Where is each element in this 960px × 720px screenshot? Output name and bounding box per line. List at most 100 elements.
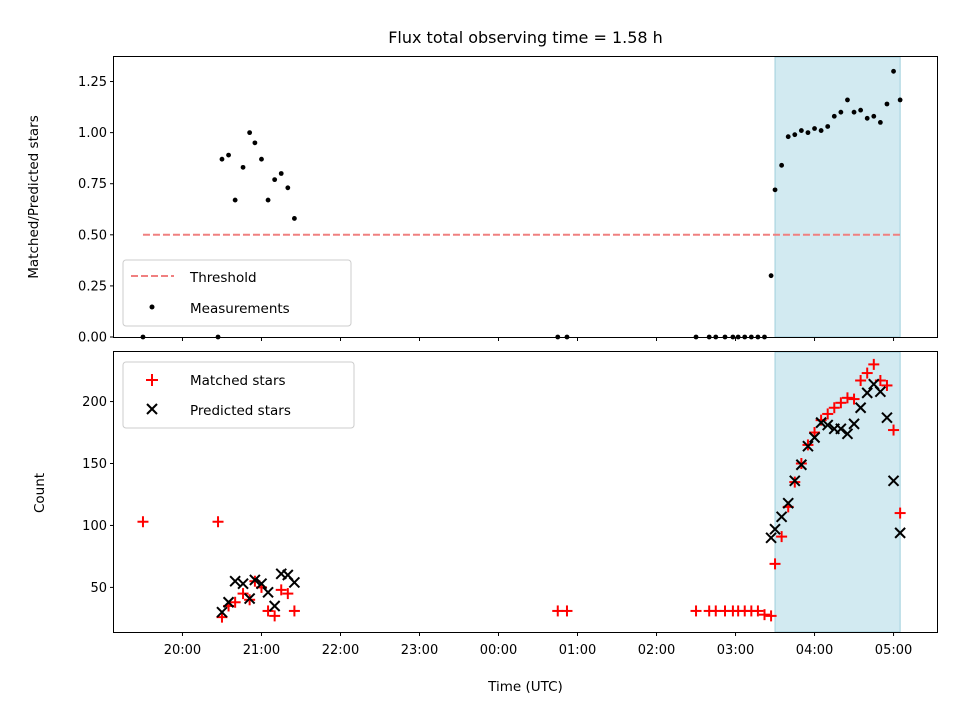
predicted-star-point <box>835 423 847 435</box>
x-tick-label: 23:00 <box>401 643 438 658</box>
predicted-star-point <box>854 402 867 414</box>
top-shaded-region <box>774 56 901 338</box>
y-tick-label: 100 <box>82 519 107 534</box>
measurement-point <box>252 140 258 146</box>
measurement-point <box>831 113 837 119</box>
matched-star-point <box>269 610 281 622</box>
measurement-point <box>825 124 831 129</box>
predicted-star-point <box>769 523 781 535</box>
x-tick-label: 22:00 <box>322 643 359 658</box>
top-legend-box <box>122 259 352 327</box>
matched-star-point <box>769 558 781 570</box>
predicted-star-point <box>765 532 777 544</box>
measurement-point <box>858 107 864 113</box>
predicted-star-point <box>881 411 893 424</box>
bottom-legend: Matched stars Predicted stars <box>122 361 355 429</box>
legend-predicted-swatch <box>146 403 158 415</box>
top-axes-frame <box>113 56 938 338</box>
matched-star-point <box>855 374 867 386</box>
predicted-star-point <box>789 475 801 487</box>
x-tick-label: 00:00 <box>480 643 517 658</box>
measurement-point <box>285 185 291 191</box>
predicted-star-point <box>848 418 860 430</box>
measurement-point <box>247 130 253 136</box>
x-axis-label: Time (UTC) <box>487 679 563 695</box>
x-tick-label: 20:00 <box>164 643 201 658</box>
y-tick-label: 150 <box>82 457 107 472</box>
matched-star-point <box>776 531 788 543</box>
matched-star-point <box>237 588 249 600</box>
bottom-plot: 50 100 150 200 20:00 21:00 22:00 23:00 00:00 01:… <box>32 351 938 695</box>
chart-title: Flux total observing time = 1.58 h <box>388 28 663 47</box>
bottom-axes-frame <box>113 351 938 633</box>
measurement-point <box>292 216 297 221</box>
matched-star-point <box>861 367 873 379</box>
matched-star-point <box>262 605 274 617</box>
measurement-point <box>805 130 811 136</box>
matched-star-point <box>881 379 893 391</box>
y-tick-label: 200 <box>82 395 107 410</box>
matched-star-point <box>229 596 241 608</box>
measurement-point <box>785 134 791 140</box>
measurement-point <box>768 273 774 279</box>
matched-star-point <box>765 610 777 622</box>
matched-star-point <box>841 392 853 404</box>
measurement-point <box>851 109 857 115</box>
measurement-point <box>798 128 804 133</box>
x-tick-label: 04:00 <box>796 643 833 658</box>
top-y-axis-label: Matched/Predicted stars <box>26 115 42 278</box>
matched-star-point <box>752 605 764 617</box>
measurement-point <box>226 152 231 158</box>
measurement-point <box>864 115 870 121</box>
predicted-star-point <box>243 592 256 605</box>
matched-star-point <box>552 605 564 617</box>
x-tick-label: 02:00 <box>638 643 675 658</box>
predicted-star-point <box>255 577 268 590</box>
y-tick-label: 0.25 <box>78 279 107 294</box>
matched-star-point <box>690 605 702 617</box>
legend-matched-label: Matched stars <box>190 373 286 389</box>
bottom-y-axis-label: Count <box>32 473 48 513</box>
measurement-point <box>232 197 238 203</box>
predicted-star-point <box>249 574 261 586</box>
x-tick-label: 03:00 <box>717 643 754 658</box>
matched-star-point <box>561 605 573 617</box>
predicted-star-point <box>874 385 887 398</box>
matched-star-point <box>275 584 287 596</box>
measurement-point <box>871 113 877 119</box>
measurement-point <box>219 156 225 162</box>
measurement-point <box>897 97 903 103</box>
matched-star-point <box>828 402 840 414</box>
x-tick-label: 21:00 <box>243 643 280 658</box>
predicted-star-point <box>262 586 274 599</box>
matched-star-point <box>212 516 224 528</box>
predicted-star-point <box>815 416 827 429</box>
measurement-point <box>272 177 278 183</box>
matched-star-point <box>868 358 880 370</box>
predicted-star-point <box>894 527 906 539</box>
y-tick-label: 0.00 <box>78 331 107 346</box>
matched-star-point <box>848 393 860 405</box>
x-tick-label: 05:00 <box>875 643 912 658</box>
predicted-star-point <box>821 419 834 431</box>
predicted-star-point <box>795 459 808 471</box>
legend-measurements-label: Measurements <box>190 301 290 317</box>
matched-star-point <box>282 588 294 600</box>
predicted-star-point <box>222 596 235 608</box>
measurement-point <box>812 126 817 131</box>
legend-matched-swatch <box>146 374 158 386</box>
x-tick-label: 01:00 <box>559 643 596 658</box>
measurement-point <box>772 187 778 193</box>
predicted-star-point <box>861 387 873 399</box>
measurement-point <box>265 197 271 203</box>
top-legend: Threshold Measurements <box>122 259 352 327</box>
predicted-star-point <box>782 497 794 509</box>
measurement-point <box>818 128 824 133</box>
legend-measurements-swatch <box>149 304 155 310</box>
measurement-point <box>891 68 896 74</box>
matched-star-point <box>137 516 149 528</box>
legend-threshold-label: Threshold <box>189 270 257 286</box>
matched-star-point <box>894 507 906 519</box>
matched-star-point <box>758 609 770 621</box>
